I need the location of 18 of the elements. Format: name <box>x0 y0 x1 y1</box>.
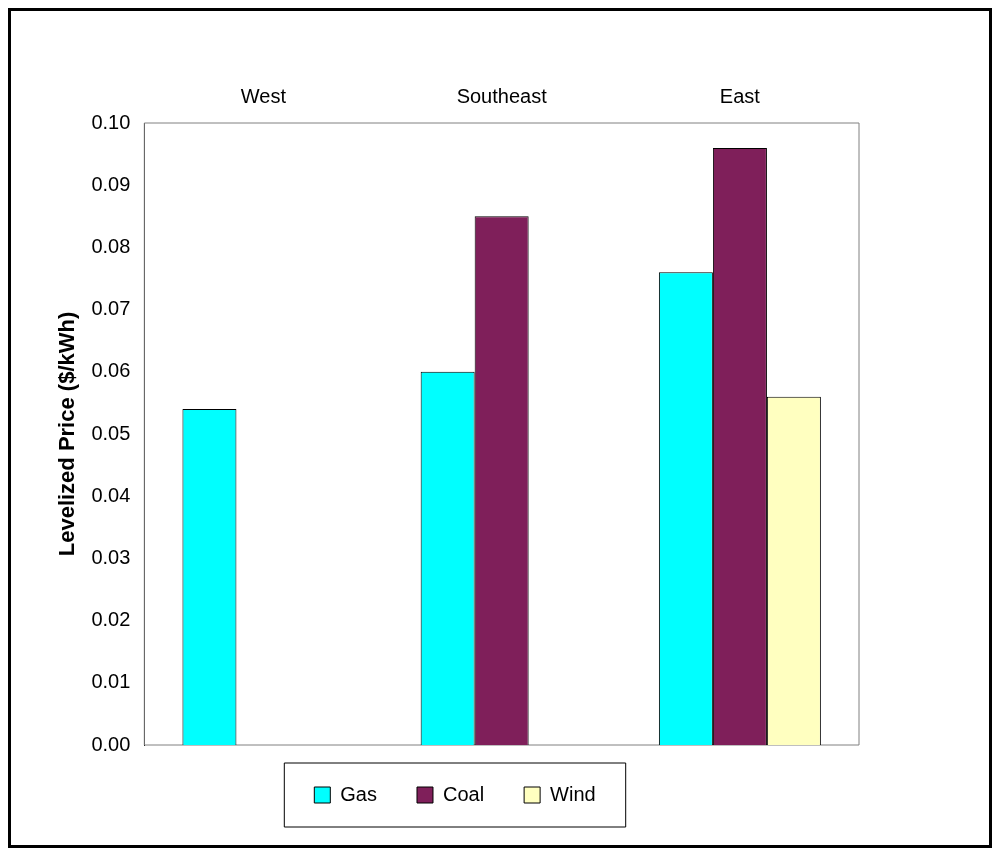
y-tick-label: 0.00 <box>91 732 131 755</box>
y-tick-label: 0.08 <box>91 234 131 257</box>
y-tick-label: 0.04 <box>91 483 131 506</box>
y-tick-label: 0.07 <box>91 297 131 320</box>
legend-label: Coal <box>442 782 485 805</box>
y-tick-label: 0.10 <box>91 110 131 133</box>
x-tick-label: West <box>240 84 287 107</box>
legend-label: Wind <box>550 782 596 805</box>
y-axis-title: Levelized Price ($/kWh) <box>54 311 80 557</box>
y-tick-label: 0.02 <box>91 608 131 631</box>
x-tick-label: East <box>719 84 761 107</box>
legend-label: Gas <box>340 782 377 805</box>
y-tick-label: 0.06 <box>91 359 131 382</box>
y-tick-label: 0.01 <box>91 670 131 693</box>
x-tick-label: Southeast <box>456 84 548 107</box>
y-tick-label: 0.05 <box>91 421 131 444</box>
y-tick-label: 0.09 <box>91 172 131 195</box>
y-tick-label: 0.03 <box>91 545 131 568</box>
